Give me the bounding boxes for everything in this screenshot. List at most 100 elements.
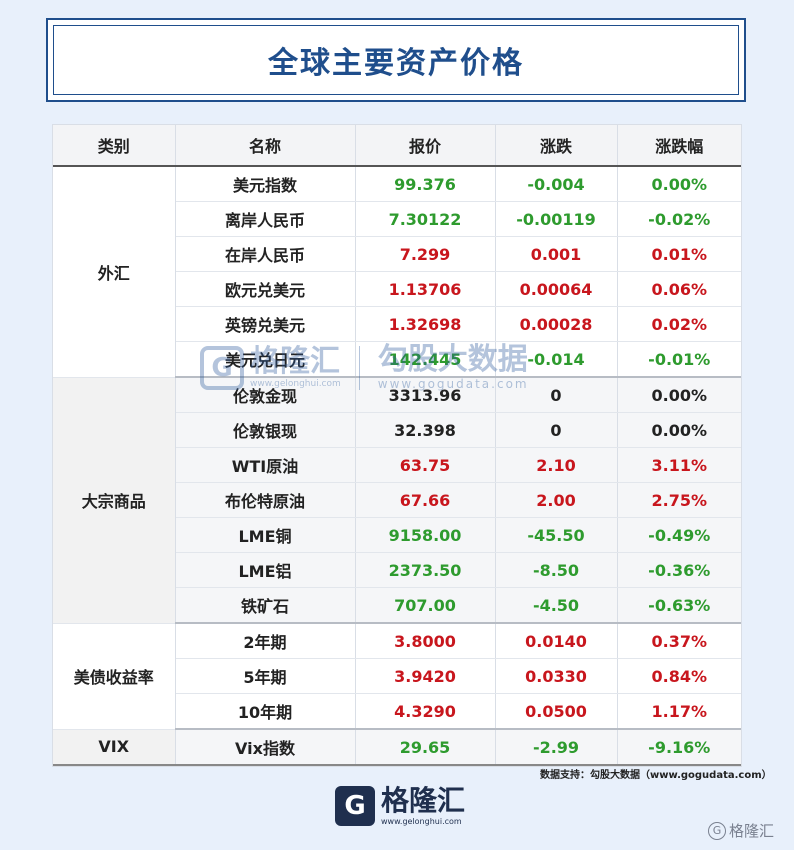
change-cell: 2.00: [495, 482, 618, 518]
asset-name: 铁矿石: [175, 587, 356, 624]
price-cell: 63.75: [355, 447, 496, 483]
change-pct-cell: 0.00%: [617, 377, 741, 413]
change-pct-cell: 0.37%: [617, 623, 741, 659]
change-cell: 0.001: [495, 236, 618, 272]
price-cell: 9158.00: [355, 517, 496, 553]
asset-name: WTI原油: [175, 447, 356, 483]
table-row: 大宗商品 伦敦金现 3313.96 0 0.00%: [53, 377, 741, 624]
asset-name: 5年期: [175, 658, 356, 694]
change-cell: -4.50: [495, 587, 618, 624]
header-price: 报价: [355, 125, 496, 167]
table-row: WTI原油 63.75 2.10 3.11%: [53, 447, 741, 483]
table-row: 10年期 4.3290 0.0500 1.17%: [53, 693, 741, 730]
change-pct-cell: 0.00%: [617, 412, 741, 448]
data-source-note: 数据支持：勾股大数据（www.gogudata.com）: [540, 770, 772, 781]
footer-logo-url: www.gelonghui.com: [381, 816, 462, 826]
asset-name: 伦敦银现: [175, 412, 356, 448]
table-row: LME铝 2373.50 -8.50 -0.36%: [53, 552, 741, 588]
change-pct-cell: -0.36%: [617, 552, 741, 588]
table-row: 美债收益率 2年期 3.8000 0.0140 0.37%: [53, 623, 741, 730]
asset-name: 美元兑日元: [175, 341, 356, 378]
footer-logo: G 格隆汇 www.gelonghui.com: [335, 786, 465, 826]
change-cell: 0: [495, 377, 618, 413]
change-pct-cell: 2.75%: [617, 482, 741, 518]
table-row: 英镑兑美元 1.32698 0.00028 0.02%: [53, 306, 741, 342]
G-circle-icon: G: [708, 821, 726, 840]
change-pct-cell: 0.84%: [617, 658, 741, 694]
change-cell: 2.10: [495, 447, 618, 483]
table-row: 布伦特原油 67.66 2.00 2.75%: [53, 482, 741, 518]
change-pct-cell: 0.06%: [617, 271, 741, 307]
change-cell: 0: [495, 412, 618, 448]
table-row: 离岸人民币 7.30122 -0.00119 -0.02%: [53, 201, 741, 237]
corner-watermark: G 格隆汇: [708, 820, 774, 841]
price-cell: 142.445: [355, 341, 496, 378]
table-row: 外汇 美元指数 99.376 -0.004 0.00%: [53, 166, 741, 378]
change-cell: 0.00064: [495, 271, 618, 307]
change-pct-cell: -0.63%: [617, 587, 741, 624]
page-title: 全球主要资产价格: [268, 46, 524, 81]
change-pct-cell: 3.11%: [617, 447, 741, 483]
change-pct-cell: -0.01%: [617, 341, 741, 378]
category-cell: 美债收益率: [53, 623, 176, 730]
header-category: 类别: [53, 125, 176, 167]
price-cell: 1.32698: [355, 306, 496, 342]
change-cell: -8.50: [495, 552, 618, 588]
table-row: 铁矿石 707.00 -4.50 -0.63%: [53, 587, 741, 624]
footer-logo-name: 格隆汇: [381, 783, 466, 817]
asset-name: Vix指数: [175, 729, 356, 766]
table-row: 欧元兑美元 1.13706 0.00064 0.06%: [53, 271, 741, 307]
price-cell: 1.13706: [355, 271, 496, 307]
price-cell: 32.398: [355, 412, 496, 448]
asset-name: 2年期: [175, 623, 356, 659]
price-cell: 99.376: [355, 166, 496, 202]
asset-name: 离岸人民币: [175, 201, 356, 237]
category-cell: 大宗商品: [53, 377, 176, 624]
table-row: 伦敦银现 32.398 0 0.00%: [53, 412, 741, 448]
title-inner-frame: 全球主要资产价格: [53, 25, 739, 95]
header-name: 名称: [175, 125, 356, 167]
table-header-row: 类别 名称 报价 涨跌 涨跌幅: [53, 125, 741, 167]
change-cell: -0.004: [495, 166, 618, 202]
change-cell: 0.0500: [495, 693, 618, 730]
price-cell: 29.65: [355, 729, 496, 766]
header-change-pct: 涨跌幅: [617, 125, 741, 167]
asset-name: 欧元兑美元: [175, 271, 356, 307]
asset-name: 美元指数: [175, 166, 356, 202]
asset-name: LME铝: [175, 552, 356, 588]
change-cell: 0.0330: [495, 658, 618, 694]
change-cell: 0.00028: [495, 306, 618, 342]
asset-price-table: 类别 名称 报价 涨跌 涨跌幅 外汇 美元指数 99.376 -0.004 0.…: [53, 125, 741, 766]
table-row: 在岸人民币 7.299 0.001 0.01%: [53, 236, 741, 272]
asset-name: 10年期: [175, 693, 356, 730]
change-cell: -0.00119: [495, 201, 618, 237]
price-cell: 707.00: [355, 587, 496, 624]
price-cell: 3.9420: [355, 658, 496, 694]
table-row: LME铜 9158.00 -45.50 -0.49%: [53, 517, 741, 553]
asset-name: 布伦特原油: [175, 482, 356, 518]
change-pct-cell: 0.01%: [617, 236, 741, 272]
table-row: 美元兑日元 142.445 -0.014 -0.01%: [53, 341, 741, 378]
change-cell: 0.0140: [495, 623, 618, 659]
category-cell: 外汇: [53, 166, 176, 378]
price-cell: 7.30122: [355, 201, 496, 237]
asset-name: 在岸人民币: [175, 236, 356, 272]
asset-name: LME铜: [175, 517, 356, 553]
price-cell: 3313.96: [355, 377, 496, 413]
change-pct-cell: -0.49%: [617, 517, 741, 553]
asset-name: 伦敦金现: [175, 377, 356, 413]
change-pct-cell: 1.17%: [617, 693, 741, 730]
change-pct-cell: -0.02%: [617, 201, 741, 237]
change-pct-cell: 0.02%: [617, 306, 741, 342]
price-cell: 2373.50: [355, 552, 496, 588]
price-cell: 4.3290: [355, 693, 496, 730]
change-cell: -45.50: [495, 517, 618, 553]
corner-watermark-text: 格隆汇: [729, 822, 775, 840]
table-row: 5年期 3.9420 0.0330 0.84%: [53, 658, 741, 694]
table-row: VIX Vix指数 29.65 -2.99 -9.16%: [53, 729, 741, 766]
change-cell: -2.99: [495, 729, 618, 766]
price-cell: 7.299: [355, 236, 496, 272]
G-logo-icon: G: [335, 786, 375, 826]
change-pct-cell: -9.16%: [617, 729, 741, 766]
price-cell: 67.66: [355, 482, 496, 518]
